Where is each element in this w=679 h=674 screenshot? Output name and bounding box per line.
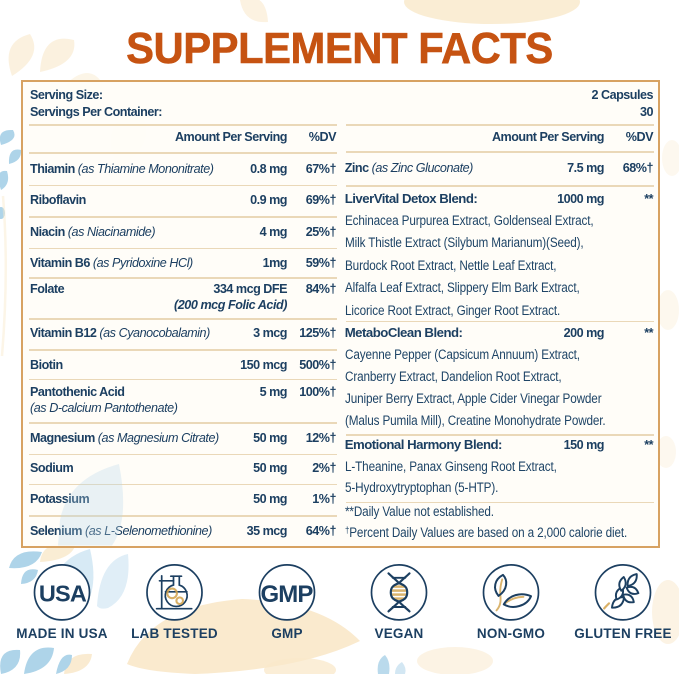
svg-text:USA: USA bbox=[39, 581, 87, 607]
svg-text:GMP: GMP bbox=[261, 581, 314, 608]
